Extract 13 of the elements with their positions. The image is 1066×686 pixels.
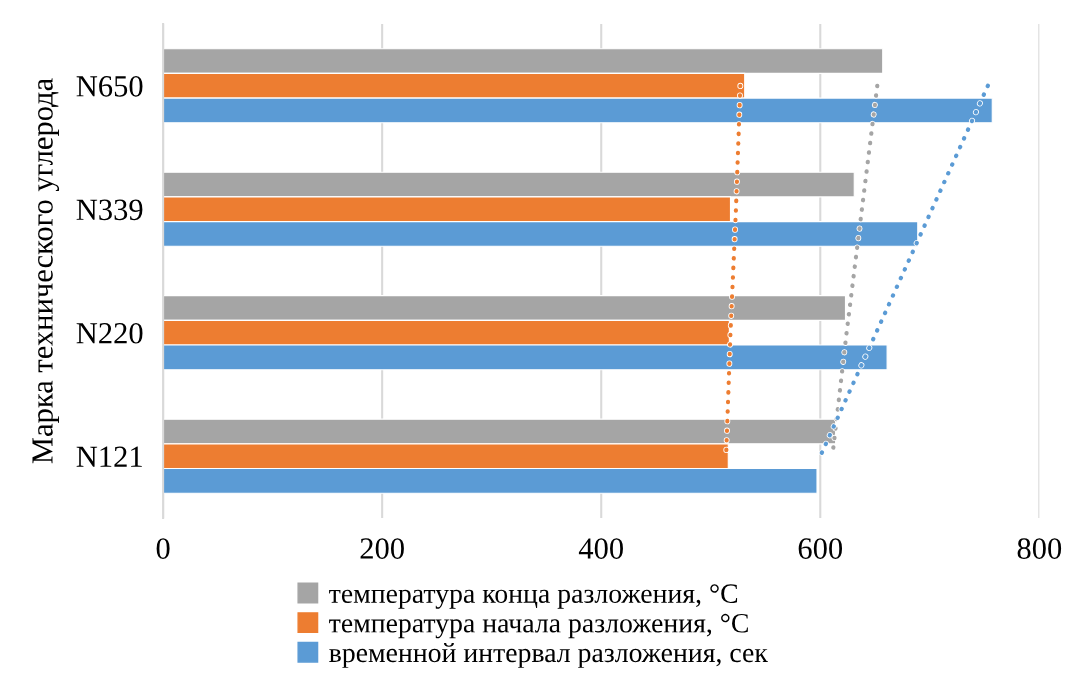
y-tick-label: N339 bbox=[76, 199, 143, 221]
y-tick-label: N650 bbox=[76, 76, 143, 97]
y-axis-title: Марка технического углерода bbox=[32, 78, 60, 464]
x-tick-label: 200 bbox=[360, 538, 404, 559]
x-tick-label: 600 bbox=[798, 538, 843, 559]
y-tick-label: N220 bbox=[76, 322, 143, 344]
legend-label: временной интервал разложения, сек bbox=[329, 642, 768, 668]
legend-label: температура конца разложения, °C bbox=[329, 584, 738, 609]
x-tick-label: 0 bbox=[156, 538, 170, 559]
x-tick-label: 800 bbox=[1017, 538, 1062, 559]
y-tick-label: N121 bbox=[76, 446, 142, 467]
x-tick-label: 400 bbox=[578, 538, 623, 559]
legend-label: температура начала разложения, °C bbox=[329, 613, 748, 639]
